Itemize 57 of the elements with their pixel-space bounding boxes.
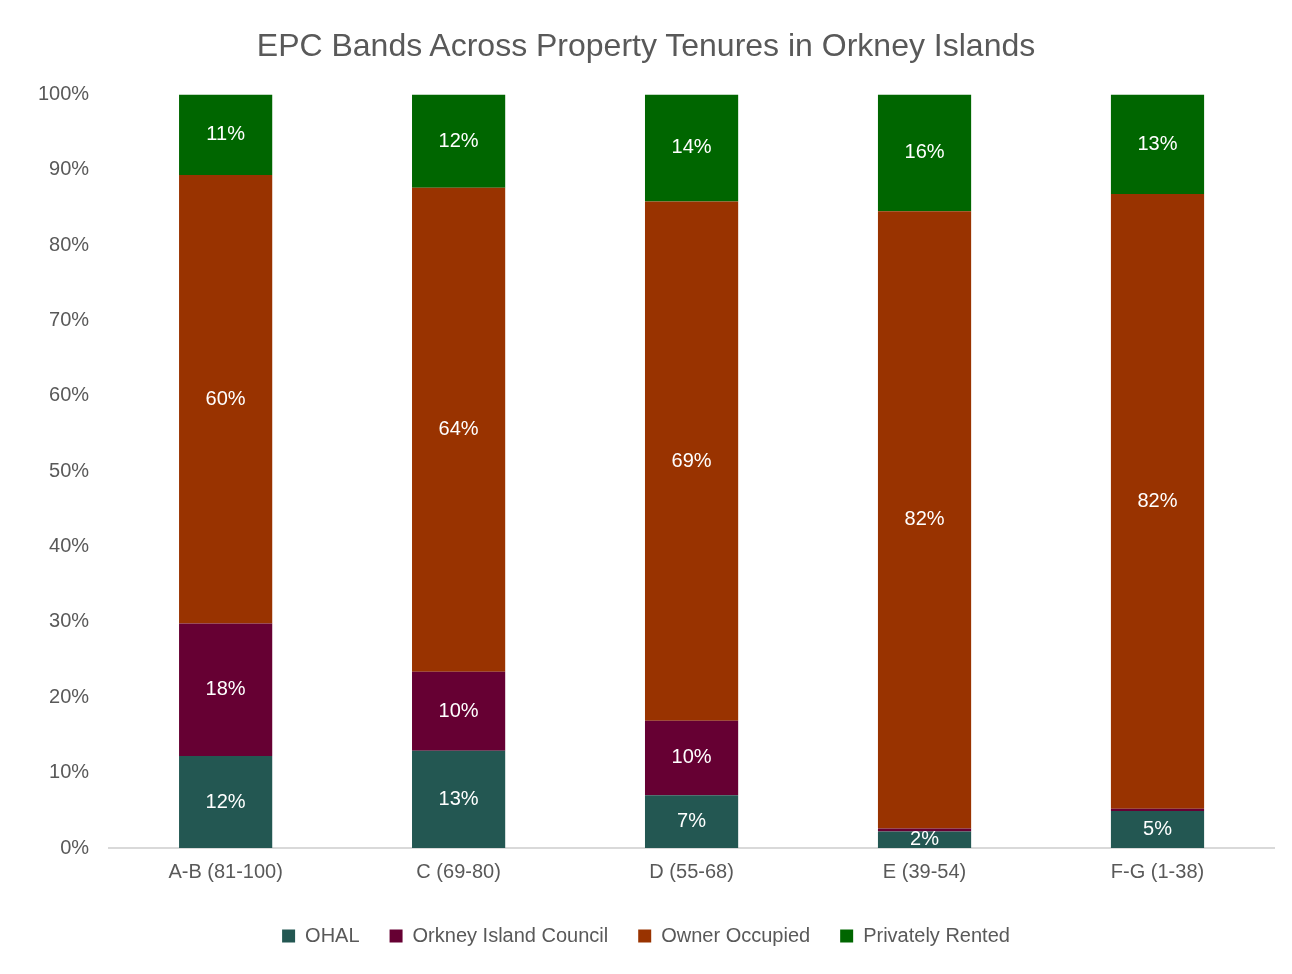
bar xyxy=(179,623,273,757)
y-tick-label: 80% xyxy=(49,232,90,255)
data-label: 16% xyxy=(904,140,945,163)
x-tick-label: D (55-68) xyxy=(649,859,734,882)
data-label: 7% xyxy=(677,809,707,832)
x-tick-label: A-B (81-100) xyxy=(168,859,283,882)
bar xyxy=(644,720,739,796)
data-label: 10% xyxy=(438,698,479,721)
bar xyxy=(1110,811,1205,848)
bar xyxy=(877,211,972,829)
bar xyxy=(877,94,972,212)
bar xyxy=(179,756,273,848)
legend-label: Owner Occupied xyxy=(661,923,811,946)
data-label: 12% xyxy=(205,789,246,812)
data-label: 5% xyxy=(1143,817,1173,840)
data-label: 18% xyxy=(205,677,246,700)
data-label: 60% xyxy=(205,386,246,409)
x-tick-label: C (69-80) xyxy=(416,859,501,882)
y-tick-label: 10% xyxy=(49,760,90,783)
bar xyxy=(877,828,972,832)
data-label: 10% xyxy=(671,745,712,768)
bar xyxy=(644,94,739,202)
data-label: 11% xyxy=(206,122,246,145)
x-tick-label: F-G (1-38) xyxy=(1110,859,1205,882)
y-tick-label: 100% xyxy=(38,81,90,104)
legend-label: Privately Rented xyxy=(863,923,1010,946)
data-label: 13% xyxy=(1137,131,1178,154)
data-label: 82% xyxy=(1137,488,1178,511)
y-tick-label: 70% xyxy=(49,308,90,330)
y-tick-label: 20% xyxy=(49,684,90,707)
data-label: 64% xyxy=(438,417,479,440)
bar xyxy=(1110,94,1205,194)
data-label: 13% xyxy=(438,786,479,809)
legend-label: Orkney Island Council xyxy=(412,923,609,946)
y-tick-label: 0% xyxy=(60,835,90,858)
bar xyxy=(412,750,506,848)
bar xyxy=(412,94,506,188)
data-label: 69% xyxy=(671,448,712,471)
bar xyxy=(412,187,506,672)
legend-label: OHAL xyxy=(305,923,360,946)
bar xyxy=(644,201,739,721)
data-label: 14% xyxy=(671,135,712,158)
bar xyxy=(412,671,506,751)
bar xyxy=(179,175,273,624)
bar xyxy=(179,94,273,176)
y-tick-label: 40% xyxy=(49,534,90,557)
bar xyxy=(1110,193,1205,809)
y-tick-label: 30% xyxy=(49,609,90,632)
bar xyxy=(644,795,739,848)
data-label: 82% xyxy=(904,507,945,530)
x-tick-label: E (39-54) xyxy=(882,859,967,882)
data-label: 12% xyxy=(438,128,479,151)
data-label: 2% xyxy=(910,827,940,850)
y-tick-label: 90% xyxy=(49,157,90,180)
y-tick-label: 60% xyxy=(49,383,90,406)
chart-title: EPC Bands Across Property Tenures in Orkney Islands xyxy=(256,27,1036,64)
y-tick-label: 50% xyxy=(49,458,90,481)
